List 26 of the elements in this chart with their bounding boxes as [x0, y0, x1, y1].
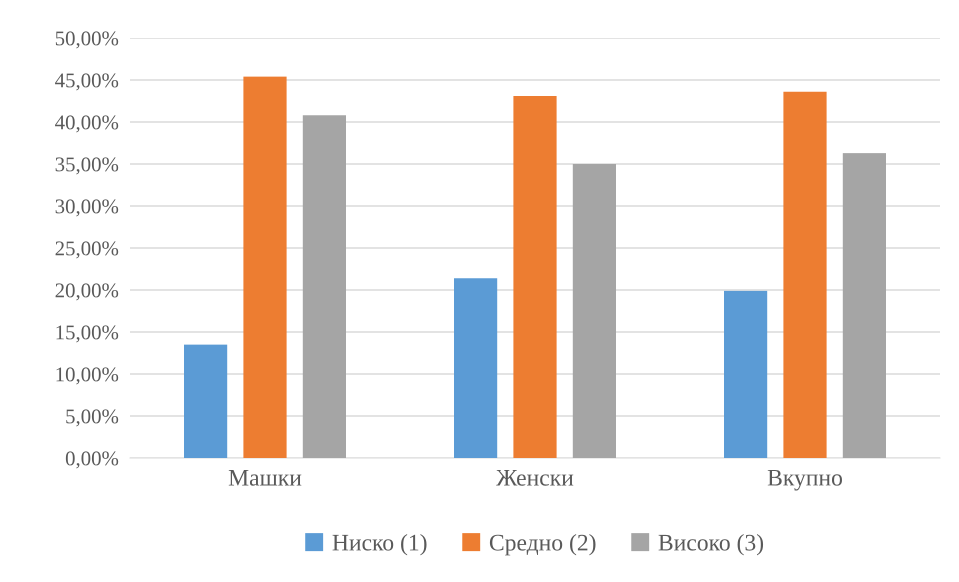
x-tick-label: Вкупно [768, 470, 842, 491]
bar [783, 92, 827, 458]
bar [302, 115, 346, 458]
bar [243, 76, 287, 458]
legend-label: Високо (3) [658, 534, 764, 556]
y-tick-label: 25,00% [56, 241, 118, 258]
bar [513, 96, 557, 458]
y-tick-label: 35,00% [56, 157, 118, 174]
y-tick-label: 20,00% [56, 283, 118, 300]
y-tick-label: 45,00% [55, 73, 118, 90]
y-tick-label: 10,00% [56, 367, 118, 384]
x-tick-label: Машки [228, 470, 302, 486]
x-tick-label: Женски [496, 470, 574, 486]
bar [454, 278, 498, 458]
bar [184, 344, 228, 458]
bar [572, 164, 616, 458]
y-tick-label: 50,00% [56, 31, 118, 48]
legend-label: Ниско (1) [332, 534, 427, 556]
y-tick-label: 15,00% [56, 325, 118, 342]
y-tick-label: 30,00% [56, 199, 118, 216]
legend-label: Средно (2) [490, 534, 596, 556]
bar [842, 153, 886, 458]
bar [724, 290, 768, 458]
y-tick-label: 0,00% [66, 451, 118, 468]
y-tick-label: 5,00% [66, 409, 118, 426]
y-tick-label: 40,00% [55, 115, 118, 132]
